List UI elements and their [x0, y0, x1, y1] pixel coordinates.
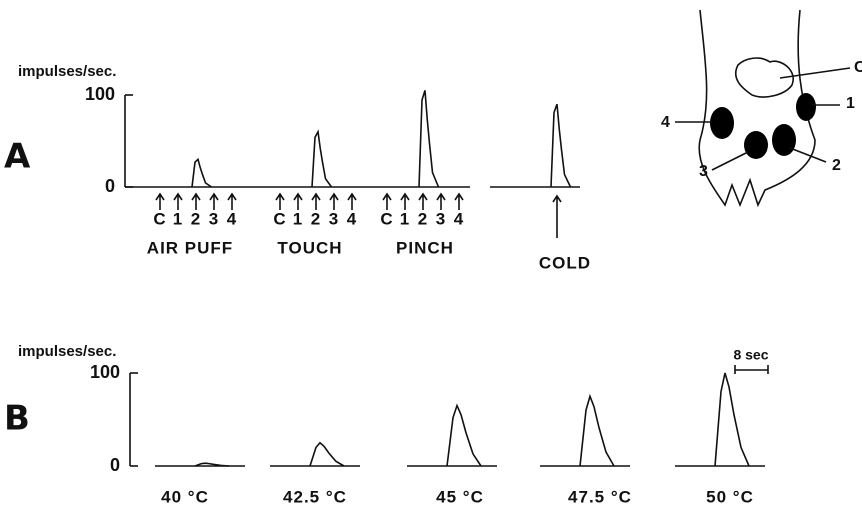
site-label: 1	[293, 209, 303, 228]
site-label: C	[380, 209, 393, 228]
time-scale-label: 8 sec	[733, 347, 768, 363]
diagram-label: 1	[846, 95, 855, 112]
arrow	[276, 194, 284, 210]
arrow	[553, 196, 561, 238]
paw-diagram: C 1 2 3 4	[661, 10, 862, 205]
arrow	[210, 194, 218, 210]
site-label: 4	[227, 209, 237, 228]
temperature-label: 50 °C	[706, 487, 754, 506]
stimulus-label: AIR PUFF	[147, 238, 233, 257]
panel-label: A	[4, 137, 31, 177]
response-trace	[447, 406, 481, 466]
response-trace	[419, 90, 439, 187]
panel-label: B	[4, 399, 30, 439]
site-label: 3	[329, 209, 339, 228]
arrow	[294, 194, 302, 210]
y-label: impulses/sec.	[18, 63, 116, 80]
diagram-label: C	[854, 59, 862, 76]
site-label: 2	[311, 209, 321, 228]
page: impulses/sec. A impulses/sec. B C 1 2 3 …	[0, 0, 862, 519]
site-label: 1	[173, 209, 183, 228]
site-label: 4	[347, 209, 357, 228]
arrow	[156, 194, 164, 210]
y-label: impulses/sec.	[18, 343, 116, 360]
temperature-label: 42.5 °C	[283, 487, 347, 506]
y-tick-label: 0	[110, 455, 120, 475]
response-trace	[580, 396, 614, 466]
arrow	[383, 194, 391, 210]
arrow	[330, 194, 338, 210]
arrow	[228, 194, 236, 210]
arrow	[192, 194, 200, 210]
response-trace	[715, 373, 749, 466]
site-label: 2	[191, 209, 201, 228]
site-label: C	[273, 209, 286, 228]
site-label: C	[153, 209, 166, 228]
y-tick-label: 0	[105, 176, 115, 196]
time-scale-bar	[735, 365, 768, 374]
temperature-label: 47.5 °C	[568, 487, 632, 506]
site-label: 4	[454, 209, 464, 228]
diagram-label: 2	[832, 157, 841, 174]
response-trace	[312, 132, 332, 187]
stimulus-label: COLD	[539, 253, 591, 272]
site-label: 2	[418, 209, 428, 228]
diagram-label: 3	[699, 163, 708, 180]
y-tick-label: 100	[90, 362, 120, 382]
site-label: 3	[209, 209, 219, 228]
arrow	[348, 194, 356, 210]
figure: impulses/sec. A impulses/sec. B C 1 2 3 …	[0, 0, 862, 514]
arrow	[437, 194, 445, 210]
stimulus-label: PINCH	[396, 238, 454, 257]
arrow	[401, 194, 409, 210]
response-trace	[192, 159, 212, 187]
response-trace	[551, 104, 571, 187]
arrow	[312, 194, 320, 210]
arrow	[174, 194, 182, 210]
stimulus-label: TOUCH	[277, 238, 342, 257]
temperature-label: 45 °C	[436, 487, 484, 506]
arrow	[455, 194, 463, 210]
arrow	[419, 194, 427, 210]
diagram-label: 4	[661, 114, 670, 131]
site-label: 3	[436, 209, 446, 228]
response-trace	[310, 443, 344, 466]
y-tick-label: 100	[85, 84, 115, 104]
site-label: 1	[400, 209, 410, 228]
temperature-label: 40 °C	[161, 487, 209, 506]
